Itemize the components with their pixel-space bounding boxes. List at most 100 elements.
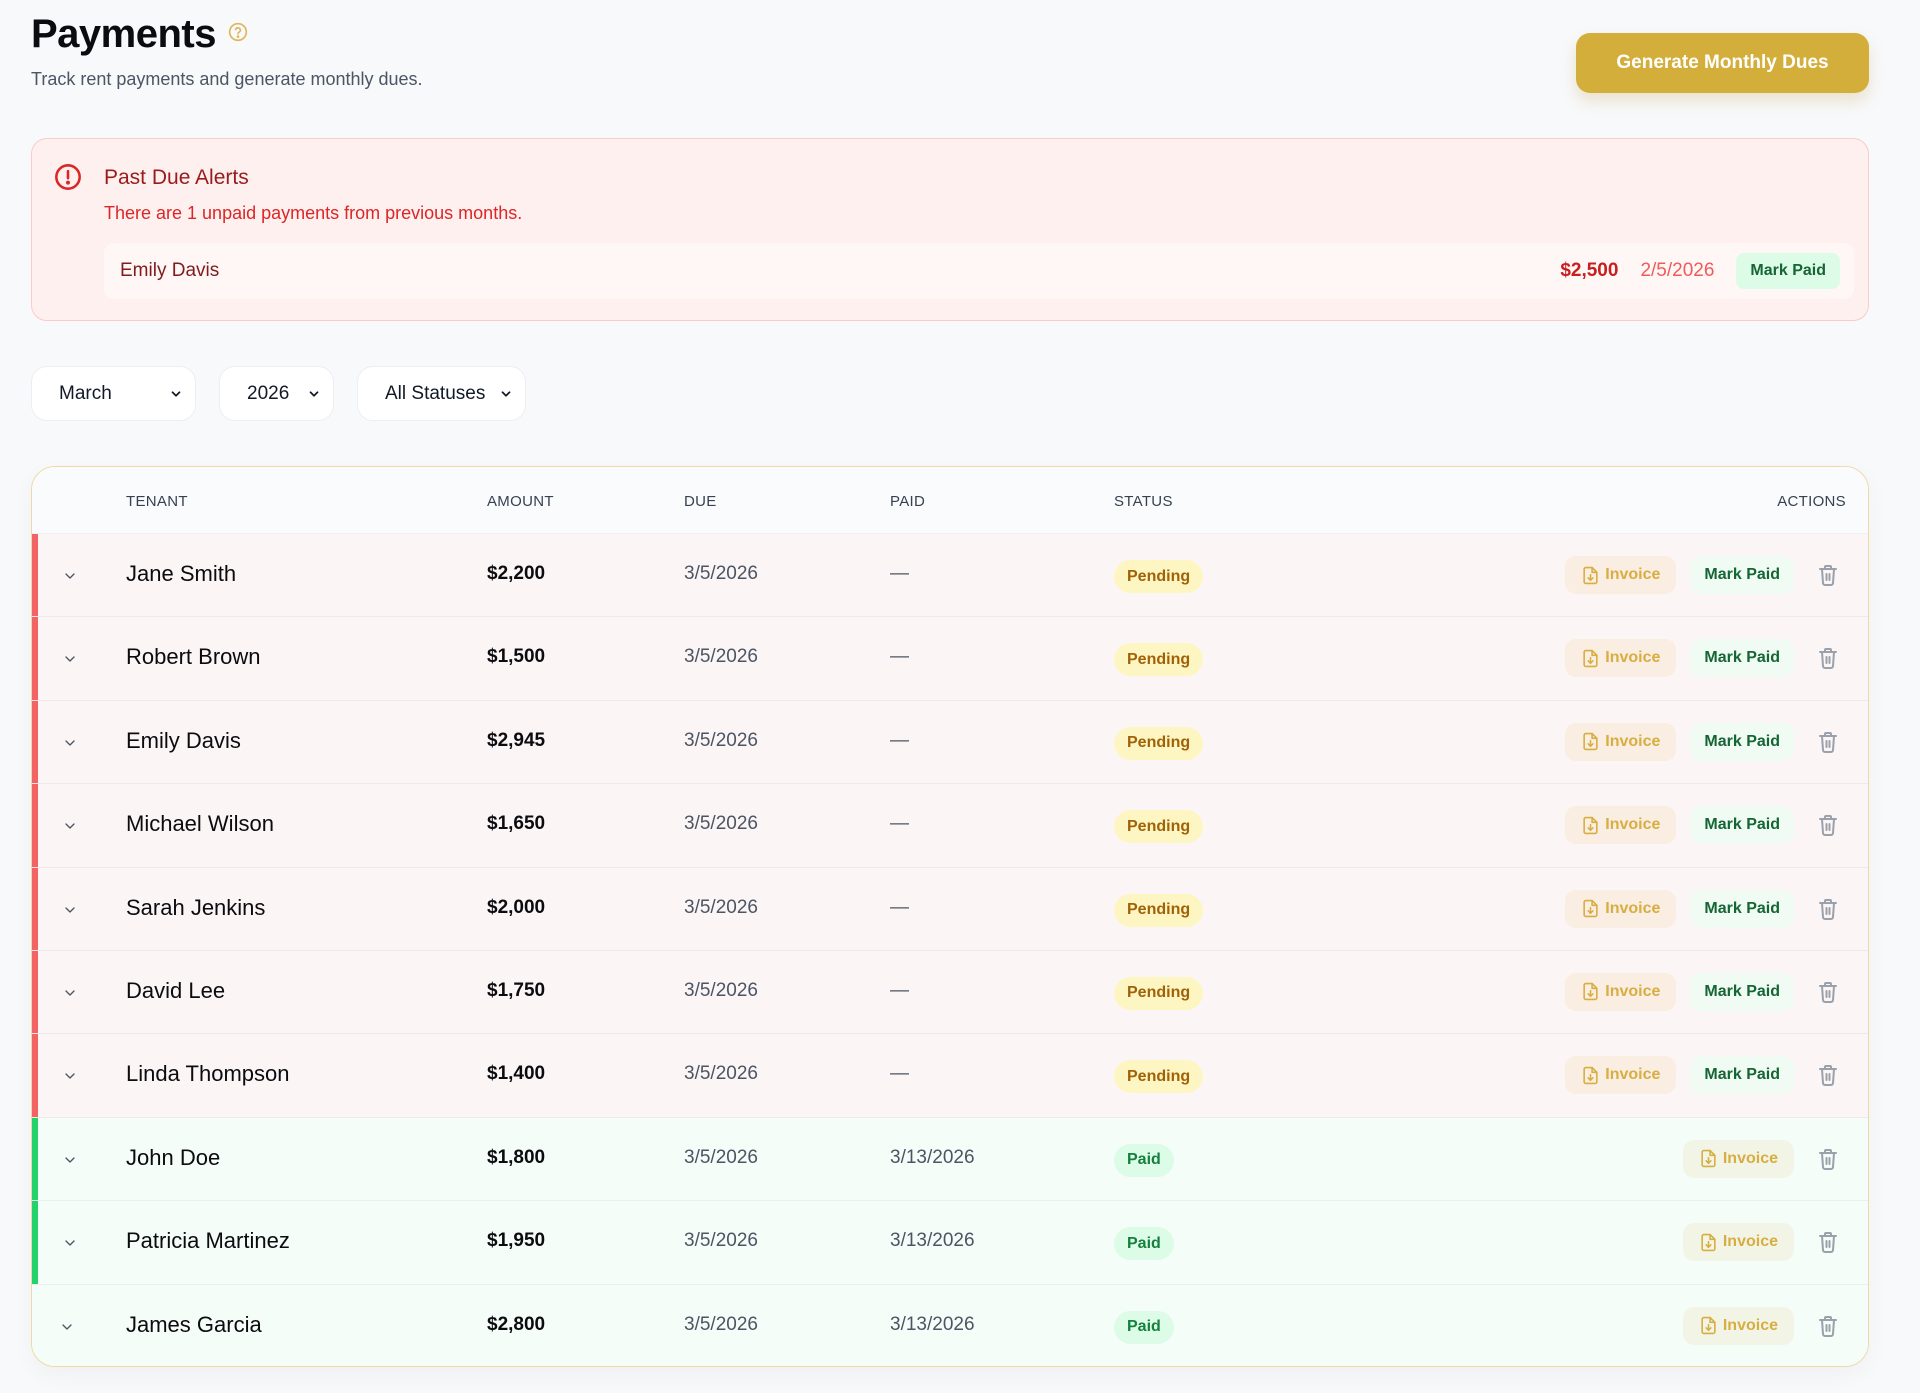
table-row: John Doe $1,800 3/5/2026 3/13/2026 Paid … (32, 1117, 1868, 1202)
table-row: Jane Smith $2,200 3/5/2026 — Pending Inv… (32, 534, 1868, 618)
amount: $1,650 (487, 813, 546, 835)
past-due-item: Emily Davis $2,500 2/5/2026 Mark Paid (104, 243, 1854, 299)
expand-row-chevron-icon[interactable] (62, 1152, 78, 1168)
mark-paid-button[interactable]: Mark Paid (1690, 889, 1794, 928)
chevron-down-icon (171, 390, 181, 397)
month-select-value: March (59, 382, 112, 404)
row-actions: Invoice (1682, 1139, 1842, 1178)
invoice-label: Invoice (1605, 566, 1661, 583)
invoice-button[interactable]: Invoice (1682, 1223, 1794, 1262)
invoice-label: Invoice (1605, 649, 1661, 667)
tenant-name: John Doe (126, 1144, 221, 1170)
mark-paid-button[interactable]: Mark Paid (1690, 722, 1794, 761)
paid-date: 3/13/2026 (890, 1313, 975, 1335)
file-download-icon (1583, 566, 1598, 584)
mark-paid-button[interactable]: Mark Paid (1690, 972, 1794, 1011)
expand-row-chevron-icon[interactable] (62, 902, 78, 918)
delete-button[interactable] (1814, 895, 1842, 923)
generate-monthly-dues-button[interactable]: Generate Monthly Dues (1576, 33, 1869, 93)
delete-button[interactable] (1814, 561, 1842, 589)
alert-message: There are 1 unpaid payments from previou… (104, 203, 523, 223)
past-due-alert: Past Due Alerts There are 1 unpaid payme… (31, 138, 1869, 321)
tenant-name: Jane Smith (126, 561, 237, 586)
expand-row-chevron-icon[interactable] (59, 1319, 75, 1335)
trash-icon (1819, 1232, 1837, 1254)
trash-icon (1819, 731, 1837, 753)
delete-button[interactable] (1814, 811, 1842, 839)
invoice-button[interactable]: Invoice (1682, 1139, 1794, 1178)
status-bar (32, 1201, 38, 1284)
paid-date: — (890, 1063, 909, 1085)
help-circle-icon[interactable] (228, 22, 248, 42)
column-header-due: DUE (684, 493, 717, 510)
status-bar (32, 617, 38, 700)
invoice-button[interactable]: Invoice (1565, 556, 1677, 594)
expand-row-chevron-icon[interactable] (62, 985, 78, 1001)
amount: $1,750 (487, 979, 546, 1001)
past-due-mark-paid-button[interactable]: Mark Paid (1736, 253, 1840, 289)
mark-paid-button[interactable]: Mark Paid (1690, 1056, 1794, 1095)
mark-paid-button[interactable]: Mark Paid (1690, 556, 1794, 594)
column-header-tenant: TENANT (126, 493, 188, 510)
paid-date: — (890, 563, 909, 584)
status-badge: Pending (1114, 976, 1204, 1010)
month-select[interactable]: March (31, 366, 196, 421)
status-badge: Pending (1114, 726, 1204, 760)
mark-paid-button[interactable]: Mark Paid (1690, 639, 1794, 678)
status-select[interactable]: All Statuses (357, 366, 526, 421)
due-date: 3/5/2026 (684, 979, 758, 1001)
status-badge: Paid (1114, 1310, 1174, 1344)
delete-button[interactable] (1814, 978, 1842, 1006)
chevron-down-icon (309, 390, 319, 397)
tenant-name: Patricia Martinez (126, 1228, 290, 1254)
past-due-date: 2/5/2026 (1640, 260, 1715, 281)
row-actions: Invoice Mark Paid (1565, 1056, 1842, 1095)
amount: $2,800 (487, 1313, 546, 1335)
delete-button[interactable] (1814, 728, 1842, 756)
expand-row-chevron-icon[interactable] (62, 818, 78, 834)
year-select[interactable]: 2026 (219, 366, 334, 421)
expand-row-chevron-icon[interactable] (62, 1068, 78, 1084)
column-header-status: STATUS (1114, 493, 1173, 510)
payments-page: Payments Track rent payments and generat… (31, 0, 1869, 1367)
invoice-button[interactable]: Invoice (1565, 1056, 1677, 1095)
delete-button[interactable] (1814, 1228, 1842, 1256)
expand-row-chevron-icon[interactable] (62, 568, 78, 584)
tenant-name: Michael Wilson (126, 811, 274, 837)
invoice-button[interactable]: Invoice (1682, 1306, 1794, 1345)
amount: $1,500 (487, 646, 546, 668)
expand-row-chevron-icon[interactable] (62, 651, 78, 667)
column-header-actions: ACTIONS (1777, 493, 1846, 510)
invoice-button[interactable]: Invoice (1565, 972, 1677, 1011)
status-bar (32, 867, 38, 950)
alert-title: Past Due Alerts (104, 166, 249, 189)
expand-row-chevron-icon[interactable] (62, 1235, 78, 1251)
mark-paid-button[interactable]: Mark Paid (1690, 806, 1794, 845)
tenant-name: Robert Brown (126, 644, 261, 670)
tenant-name: Sarah Jenkins (126, 894, 266, 920)
delete-button[interactable] (1814, 1312, 1842, 1340)
invoice-label: Invoice (1722, 1316, 1778, 1334)
status-bar (32, 700, 38, 784)
delete-button[interactable] (1814, 1061, 1842, 1089)
invoice-button[interactable]: Invoice (1565, 639, 1677, 678)
year-select-value: 2026 (247, 382, 290, 404)
invoice-label: Invoice (1605, 899, 1661, 917)
delete-button[interactable] (1814, 1145, 1842, 1173)
table-row: Patricia Martinez $1,950 3/5/2026 3/13/2… (32, 1201, 1868, 1285)
delete-button[interactable] (1814, 644, 1842, 672)
trash-icon (1819, 898, 1837, 920)
due-date: 3/5/2026 (684, 896, 758, 918)
status-badge: Paid (1114, 1227, 1174, 1261)
trash-icon (1819, 981, 1837, 1003)
table-row: Sarah Jenkins $2,000 3/5/2026 — Pending … (32, 867, 1868, 951)
expand-row-chevron-icon[interactable] (62, 735, 78, 751)
invoice-button[interactable]: Invoice (1565, 889, 1677, 928)
amount: $2,200 (487, 563, 546, 584)
invoice-button[interactable]: Invoice (1565, 722, 1677, 761)
past-due-amount: $2,500 (1560, 260, 1619, 281)
amount: $1,800 (487, 1146, 546, 1168)
invoice-button[interactable]: Invoice (1565, 806, 1677, 845)
tenant-name: Emily Davis (126, 727, 241, 753)
table-row: James Garcia $2,800 3/5/2026 3/13/2026 P… (32, 1284, 1868, 1366)
